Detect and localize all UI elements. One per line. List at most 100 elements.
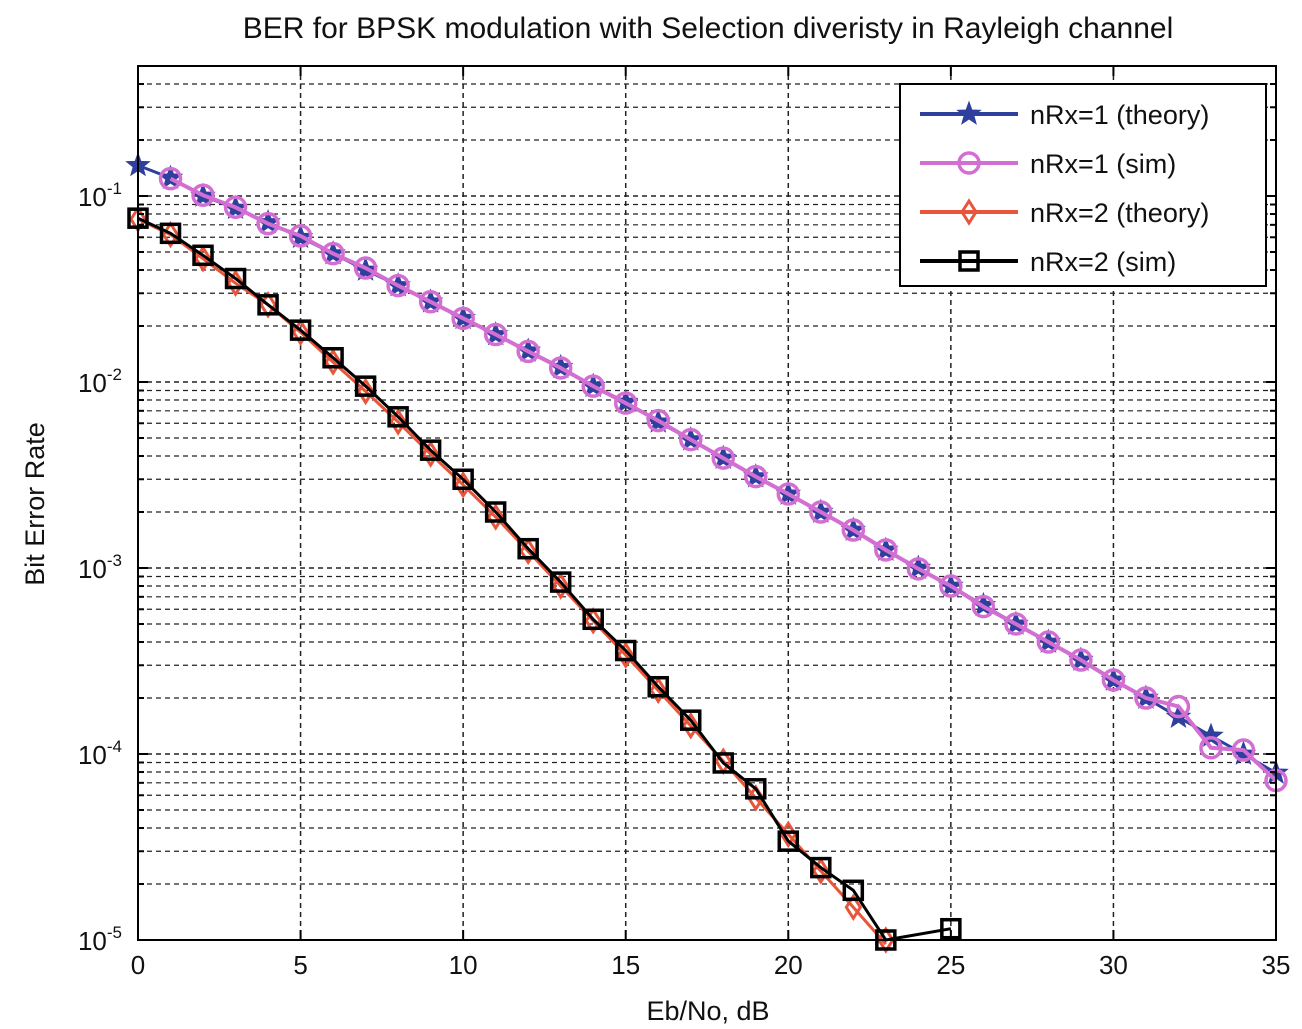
data-point bbox=[291, 318, 310, 347]
x-tick-label: 35 bbox=[1262, 950, 1291, 980]
data-point bbox=[581, 374, 605, 398]
data-point bbox=[483, 322, 508, 347]
series-layer bbox=[125, 151, 1289, 954]
data-point bbox=[711, 446, 736, 470]
data-point bbox=[484, 501, 507, 523]
data-point bbox=[516, 339, 540, 364]
data-point bbox=[812, 857, 830, 885]
data-point bbox=[614, 639, 637, 662]
data-point bbox=[354, 375, 377, 397]
y-tick-label-exponent: -4 bbox=[107, 737, 122, 756]
data-point bbox=[613, 391, 638, 415]
data-point bbox=[451, 306, 475, 331]
data-point bbox=[224, 267, 247, 290]
data-point bbox=[256, 211, 280, 236]
data-point bbox=[389, 408, 407, 436]
data-point bbox=[679, 709, 702, 731]
data-point bbox=[809, 500, 833, 524]
legend-marker bbox=[960, 198, 978, 226]
data-point bbox=[386, 273, 410, 298]
y-tick-label-exponent: -5 bbox=[107, 923, 122, 942]
data-point bbox=[226, 269, 245, 297]
legend-marker bbox=[956, 100, 982, 125]
data-point bbox=[971, 594, 996, 619]
data-point bbox=[321, 241, 345, 266]
data-point bbox=[906, 557, 931, 581]
data-point bbox=[421, 440, 440, 468]
data-point bbox=[418, 290, 443, 314]
legend-label: nRx=2 (sim) bbox=[1030, 247, 1176, 277]
data-point bbox=[324, 348, 342, 376]
legend-marker bbox=[958, 250, 980, 272]
y-tick-label: 10-1 bbox=[78, 179, 122, 212]
data-point bbox=[548, 356, 573, 380]
x-tick-label: 5 bbox=[293, 950, 307, 980]
x-axis-label: Eb/No, dB bbox=[646, 996, 769, 1026]
data-point bbox=[257, 294, 279, 316]
data-point bbox=[1069, 648, 1093, 672]
data-point bbox=[289, 319, 312, 341]
data-point bbox=[939, 574, 963, 598]
data-point bbox=[517, 537, 539, 560]
data-point bbox=[810, 856, 832, 879]
data-point bbox=[519, 537, 537, 566]
data-point bbox=[584, 607, 602, 635]
y-tick-label-exponent: -2 bbox=[107, 365, 122, 384]
y-tick-label-exponent: -3 bbox=[107, 551, 122, 570]
data-point bbox=[1231, 738, 1256, 762]
y-tick-label: 10-4 bbox=[78, 737, 122, 770]
data-point bbox=[1134, 686, 1158, 710]
series-line bbox=[169, 176, 1278, 782]
data-point bbox=[649, 676, 668, 705]
data-point bbox=[191, 183, 215, 207]
data-point bbox=[678, 427, 703, 452]
data-point bbox=[776, 482, 801, 506]
chart-title: BER for BPSK modulation with Selection d… bbox=[243, 12, 1173, 45]
legend-marker bbox=[957, 151, 981, 175]
data-point bbox=[353, 256, 378, 280]
legend-entry: nRx=2 (theory) bbox=[920, 198, 1209, 228]
data-point bbox=[841, 518, 866, 542]
data-point bbox=[647, 675, 669, 698]
data-point bbox=[1198, 722, 1224, 747]
y-tick-label-base: 10 bbox=[78, 554, 107, 584]
y-tick-label-base: 10 bbox=[78, 368, 107, 398]
legend-entry: nRx=1 (sim) bbox=[920, 149, 1176, 179]
data-point bbox=[322, 347, 344, 369]
legend-label: nRx=1 (theory) bbox=[1030, 100, 1209, 130]
x-tick-label: 30 bbox=[1099, 950, 1128, 980]
data-point bbox=[681, 711, 700, 740]
data-point bbox=[777, 830, 800, 852]
series-line bbox=[137, 216, 952, 942]
data-point bbox=[877, 926, 895, 954]
x-tick-label: 0 bbox=[131, 950, 145, 980]
data-point bbox=[1199, 736, 1223, 760]
data-point bbox=[356, 377, 375, 406]
legend: nRx=1 (theory) nRx=1 (sim) nRx=2 (theory) n… bbox=[899, 83, 1267, 287]
data-point bbox=[288, 224, 313, 248]
y-axis-label: Bit Error Rate bbox=[20, 422, 50, 586]
data-point bbox=[387, 406, 409, 428]
data-point bbox=[159, 222, 182, 245]
x-tick-label: 15 bbox=[611, 950, 640, 980]
data-point bbox=[582, 608, 604, 631]
data-point bbox=[745, 778, 767, 800]
data-point bbox=[1166, 694, 1191, 719]
y-tick-label-exponent: -1 bbox=[107, 179, 122, 198]
y-tick-label-base: 10 bbox=[78, 926, 107, 956]
x-tick-label: 10 bbox=[449, 950, 478, 980]
data-point bbox=[844, 893, 863, 922]
legend-label: nRx=1 (sim) bbox=[1030, 149, 1176, 179]
data-point bbox=[419, 439, 442, 461]
plot-frame bbox=[137, 65, 1277, 941]
y-tick-label-base: 10 bbox=[78, 740, 107, 770]
data-point bbox=[874, 538, 898, 562]
series-1 bbox=[158, 166, 1288, 793]
data-point bbox=[486, 503, 505, 531]
data-point bbox=[452, 468, 474, 491]
data-point bbox=[1036, 630, 1061, 654]
x-tick-label: 20 bbox=[774, 950, 803, 980]
legend-entry: nRx=2 (sim) bbox=[920, 247, 1176, 277]
data-point bbox=[549, 571, 572, 593]
